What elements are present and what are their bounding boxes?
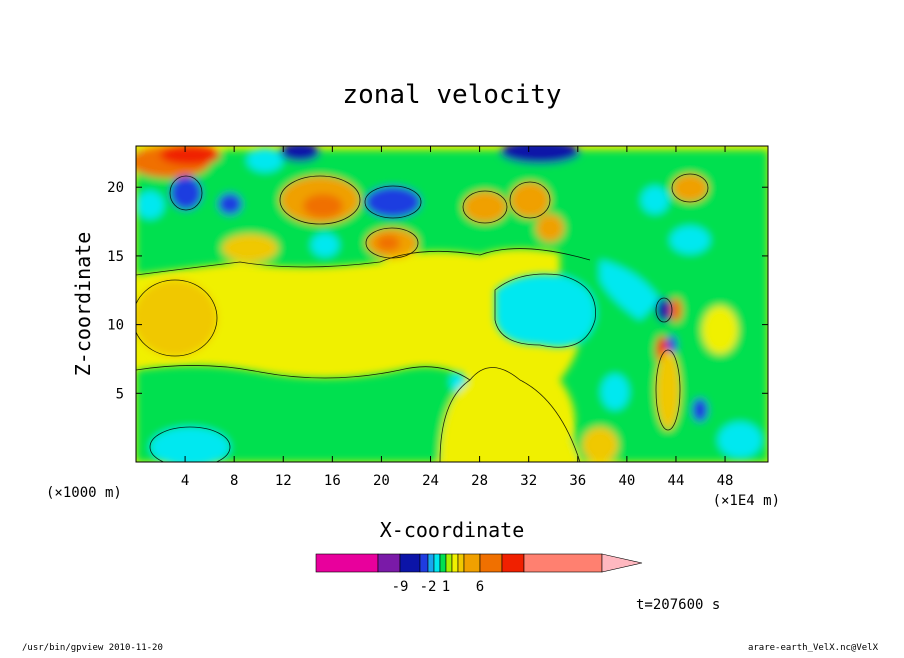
colorbar-segment <box>433 553 441 573</box>
y-tick-label: 20 <box>107 180 124 196</box>
x-tick-label: 20 <box>373 473 390 489</box>
x-tick-label: 28 <box>471 473 488 489</box>
x-unit-left: (×1000 m) <box>46 485 122 501</box>
colorbar-segment <box>451 553 459 573</box>
y-tick-label: 5 <box>116 386 124 402</box>
x-tick-label: 32 <box>520 473 537 489</box>
colorbar-segment <box>445 553 453 573</box>
colorbar-segment <box>523 553 603 573</box>
chart-title: zonal velocity <box>342 80 561 110</box>
colorbar-arrow <box>601 553 643 573</box>
x-tick-label: 12 <box>275 473 292 489</box>
x-tick-label: 24 <box>422 473 439 489</box>
x-tick-label: 40 <box>618 473 635 489</box>
colorbar-tick-label: -2 <box>420 579 437 595</box>
x-axis-ticks: 4 8 12 16 20 24 28 32 36 40 44 48 <box>181 146 734 489</box>
colorbar <box>315 553 643 573</box>
x-tick-label: 4 <box>181 473 189 489</box>
colorbar-tick-label: 1 <box>442 579 450 595</box>
heatmap-field <box>136 146 768 462</box>
colorbar-segment <box>419 553 429 573</box>
x-axis-label: X-coordinate <box>380 518 525 542</box>
time-label: t=207600 s <box>636 597 720 613</box>
x-unit-right: (×1E4 m) <box>713 493 780 509</box>
colorbar-labels: -9 -2 1 6 <box>392 579 485 595</box>
colorbar-segment <box>427 553 435 573</box>
footer-right: arare-earth_VelX.nc@VelX <box>748 643 879 653</box>
colorbar-segment <box>399 553 421 573</box>
colorbar-segment <box>463 553 481 573</box>
x-tick-label: 36 <box>569 473 586 489</box>
y-axis-label: Z-coordinate <box>71 232 95 377</box>
x-tick-label: 48 <box>717 473 734 489</box>
x-tick-label: 44 <box>668 473 685 489</box>
plot-frame <box>135 145 769 463</box>
colorbar-segment <box>457 553 465 573</box>
footer-left: /usr/bin/gpview 2010-11-20 <box>22 643 163 653</box>
x-tick-label: 16 <box>324 473 341 489</box>
colorbar-tick-label: -9 <box>392 579 409 595</box>
y-axis-ticks: 5 10 15 20 <box>107 180 768 402</box>
y-tick-label: 15 <box>107 249 124 265</box>
colorbar-tick-label: 6 <box>476 579 484 595</box>
colorbar-segment <box>479 553 503 573</box>
colorbar-segment <box>315 553 379 573</box>
colorbar-segment <box>377 553 401 573</box>
x-tick-label: 8 <box>230 473 238 489</box>
colorbar-segment <box>501 553 525 573</box>
y-tick-label: 10 <box>107 318 124 334</box>
colorbar-segment <box>439 553 447 573</box>
